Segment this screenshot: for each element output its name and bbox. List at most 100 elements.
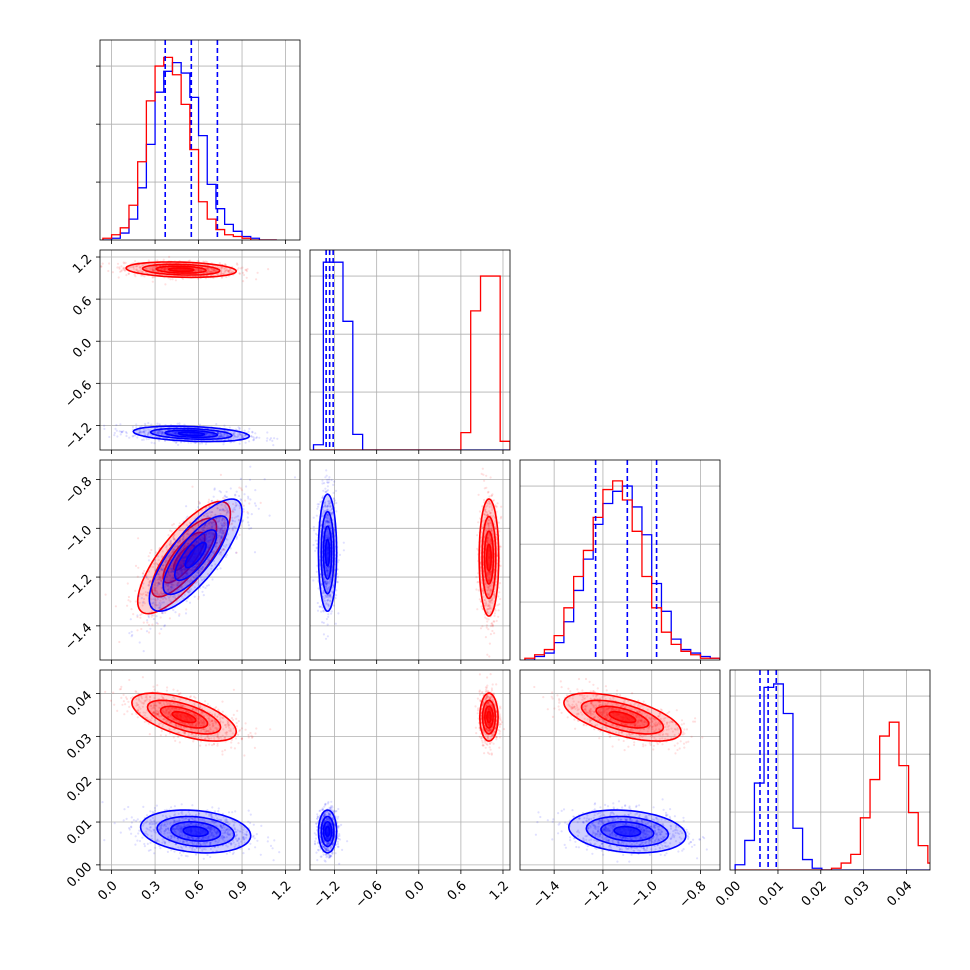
scatter-point (134, 564, 138, 568)
scatter-point (487, 574, 490, 577)
scatter-point (231, 510, 234, 513)
scatter-point (190, 569, 193, 572)
scatter-point (219, 433, 223, 436)
scatter-point (187, 542, 190, 546)
scatter-point (477, 580, 480, 584)
scatter-point (214, 545, 217, 548)
scatter-point (197, 597, 200, 601)
scatter-point (210, 514, 213, 517)
scatter-point (173, 548, 176, 551)
scatter-point (171, 581, 174, 584)
scatter-point (185, 567, 188, 571)
scatter-point (176, 571, 179, 574)
scatter-point (177, 552, 180, 555)
scatter-point (202, 555, 205, 558)
scatter-point (219, 508, 222, 511)
scatter-point (179, 594, 182, 597)
scatter-point (153, 442, 156, 445)
scatter-point (164, 561, 167, 564)
scatter-point (158, 431, 162, 434)
scatter-point (174, 611, 177, 614)
scatter-point (199, 567, 202, 570)
scatter-point (197, 595, 200, 599)
scatter-point (138, 601, 141, 604)
scatter-point (236, 436, 239, 439)
scatter-point (170, 551, 174, 554)
scatter-point (219, 527, 223, 530)
scatter-point (175, 440, 178, 444)
scatter-point (176, 584, 180, 587)
scatter-point (172, 571, 175, 574)
scatter-point (182, 560, 185, 563)
scatter-point (155, 589, 158, 592)
scatter-point (134, 275, 137, 278)
scatter-point (206, 536, 209, 539)
scatter-point (180, 559, 183, 562)
scatter-point (220, 527, 223, 530)
scatter-point (147, 584, 150, 587)
scatter-point (136, 615, 139, 619)
scatter-point (312, 525, 315, 529)
scatter-point (489, 541, 492, 544)
scatter-point (212, 268, 215, 271)
scatter-point (481, 527, 484, 530)
scatter-point (185, 572, 188, 576)
scatter-point (151, 280, 154, 283)
scatter-point (206, 514, 209, 518)
scatter-point (224, 522, 227, 525)
scatter-point (205, 539, 208, 542)
scatter-point (216, 526, 220, 529)
scatter-point (239, 267, 243, 270)
scatter-point (168, 569, 171, 572)
scatter-point (212, 433, 215, 436)
scatter-point (238, 432, 241, 435)
scatter-point (156, 563, 160, 566)
scatter-point (186, 535, 189, 538)
scatter-point (203, 271, 206, 274)
scatter-point (178, 422, 181, 425)
scatter-point (157, 430, 160, 433)
scatter-point (207, 268, 210, 271)
scatter-point (323, 523, 326, 526)
scatter-point (327, 605, 330, 608)
scatter-point (205, 515, 208, 518)
scatter-point (181, 538, 184, 541)
scatter-point (266, 431, 269, 434)
scatter-point (234, 526, 237, 529)
scatter-point (189, 569, 192, 572)
scatter-point (487, 586, 490, 589)
scatter-point (489, 588, 492, 591)
scatter-point (208, 267, 211, 270)
scatter-point (486, 522, 489, 525)
scatter-point (199, 538, 202, 541)
scatter-point (247, 430, 250, 433)
scatter-point (253, 502, 257, 505)
scatter-point (143, 430, 146, 433)
scatter-point (203, 553, 207, 556)
scatter-point (212, 268, 215, 272)
scatter-point (178, 551, 181, 555)
scatter-point (188, 590, 191, 593)
scatter-point (169, 556, 172, 560)
scatter-point (157, 606, 160, 609)
scatter-point (217, 273, 220, 276)
scatter-point (181, 572, 184, 575)
scatter-point (147, 428, 150, 431)
scatter-point (221, 433, 224, 436)
scatter-point (179, 570, 182, 573)
scatter-point (185, 574, 188, 577)
scatter-point (152, 602, 155, 605)
hist-series-b (312, 261, 510, 450)
scatter-point (233, 436, 236, 439)
scatter-point (165, 267, 168, 270)
scatter-point (157, 578, 160, 581)
scatter-point (141, 438, 144, 441)
scatter-point (201, 528, 204, 531)
scatter-point (191, 485, 194, 488)
scatter-point (210, 553, 213, 556)
scatter-point (159, 605, 162, 608)
scatter-point (172, 560, 175, 563)
scatter-point (128, 436, 131, 439)
scatter-point (206, 267, 209, 270)
